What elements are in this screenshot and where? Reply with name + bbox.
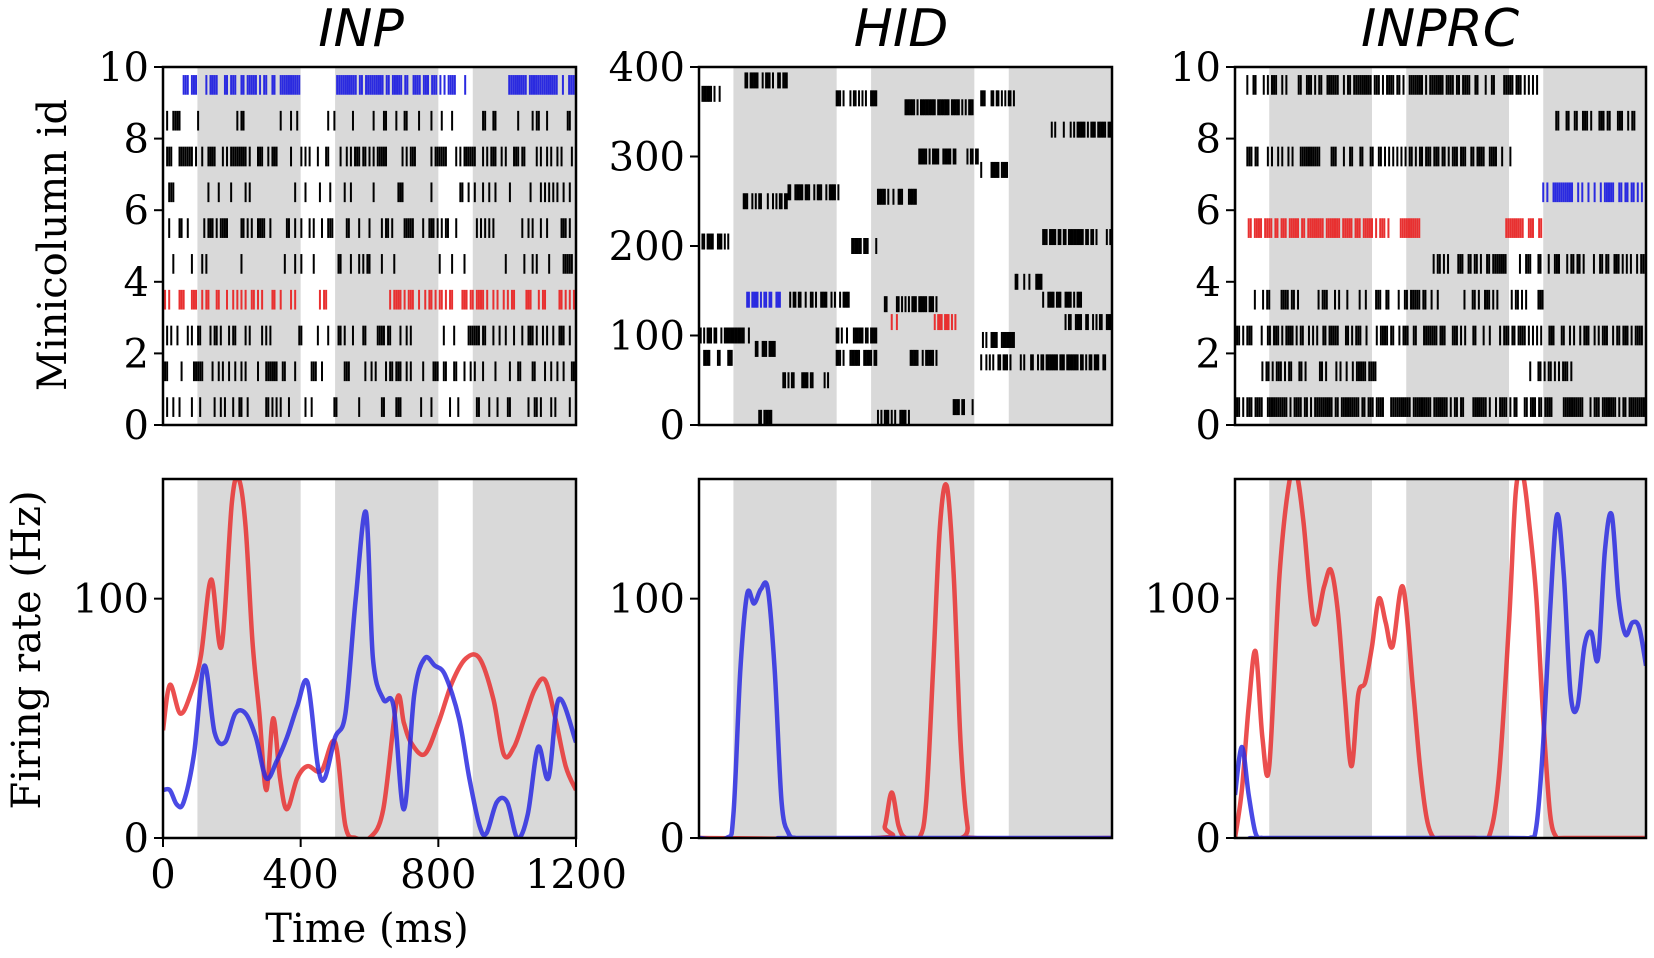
y-tick-label: 10 xyxy=(1170,45,1221,91)
series-line-red xyxy=(1235,479,1646,838)
y-tick-label: 0 xyxy=(660,403,685,449)
y-tick-label: 0 xyxy=(660,816,685,862)
series-line-blue xyxy=(163,509,576,838)
shaded-interval xyxy=(733,479,837,838)
y-tick-label: 2 xyxy=(1196,331,1221,377)
inp-raster-panel: 0 2 4 6 8 10 xyxy=(98,45,578,449)
axes-frame xyxy=(161,65,578,427)
raster-y-label: Minicolumn id xyxy=(30,99,76,391)
data-layer xyxy=(163,75,576,417)
y-tick-label: 4 xyxy=(124,260,149,306)
y-tick-label: 400 xyxy=(609,45,685,91)
inprc-rate-panel: 0 100 xyxy=(1145,477,1648,862)
y-tick-label: 300 xyxy=(609,135,685,181)
y-tick-label: 4 xyxy=(1196,260,1221,306)
shaded-interval xyxy=(1008,479,1112,838)
x-tick-label: 1200 xyxy=(525,852,627,898)
inp-rate-panel: 0 100 0 400 800 1200 xyxy=(73,477,627,898)
data-layer xyxy=(163,479,576,838)
title-inp: INP xyxy=(318,0,404,59)
y-tick-label: 100 xyxy=(609,314,685,360)
shaded-interval xyxy=(197,479,301,838)
shaded-interval xyxy=(733,67,837,425)
series-line-red xyxy=(699,482,1112,838)
y-tick-label: 100 xyxy=(609,577,685,623)
x-axis-label: Time (ms) xyxy=(265,906,468,952)
inprc-raster-panel: 0 2 4 6 8 10 xyxy=(1170,45,1648,449)
shaded-interval xyxy=(472,67,576,425)
y-tick-label: 100 xyxy=(73,577,149,623)
axes-frame xyxy=(1233,477,1648,840)
title-inprc: INPRC xyxy=(1361,0,1520,59)
rate-y-label: Firing rate (Hz) xyxy=(4,490,50,809)
title-hid: HID xyxy=(854,0,948,59)
data-layer xyxy=(1235,479,1646,838)
y-tick-label: 0 xyxy=(124,403,149,449)
series-line-blue xyxy=(699,580,1112,838)
hid-raster-panel: 0 100 200 300 400 xyxy=(609,45,1114,449)
y-tick-label: 8 xyxy=(124,117,149,163)
series-line-blue xyxy=(1235,510,1646,838)
shaded-interval xyxy=(871,67,975,425)
axes-frame xyxy=(697,477,1114,840)
shaded-interval xyxy=(1008,67,1112,425)
x-tick-label: 400 xyxy=(262,852,338,898)
data-layer xyxy=(699,482,1112,838)
shaded-interval xyxy=(1406,67,1509,425)
hid-rate-panel: 0 100 xyxy=(609,477,1114,862)
y-tick-label: 6 xyxy=(1196,188,1221,234)
data-layer xyxy=(1235,75,1646,417)
axes-frame xyxy=(1233,65,1648,427)
x-tick-label: 800 xyxy=(400,852,476,898)
y-tick-label: 8 xyxy=(1196,117,1221,163)
axes-frame xyxy=(161,477,578,840)
y-tick-label: 0 xyxy=(124,816,149,862)
shaded-interval xyxy=(472,479,576,838)
series-line-red xyxy=(163,479,576,838)
x-tick-label: 0 xyxy=(150,852,175,898)
data-layer xyxy=(699,72,1112,425)
y-tick-label: 10 xyxy=(98,45,149,91)
y-tick-label: 100 xyxy=(1145,577,1221,623)
y-tick-label: 0 xyxy=(1196,816,1221,862)
y-tick-label: 200 xyxy=(609,224,685,270)
y-tick-label: 6 xyxy=(124,188,149,234)
y-tick-label: 0 xyxy=(1196,403,1221,449)
y-tick-label: 2 xyxy=(124,331,149,377)
shaded-interval xyxy=(1269,479,1372,838)
